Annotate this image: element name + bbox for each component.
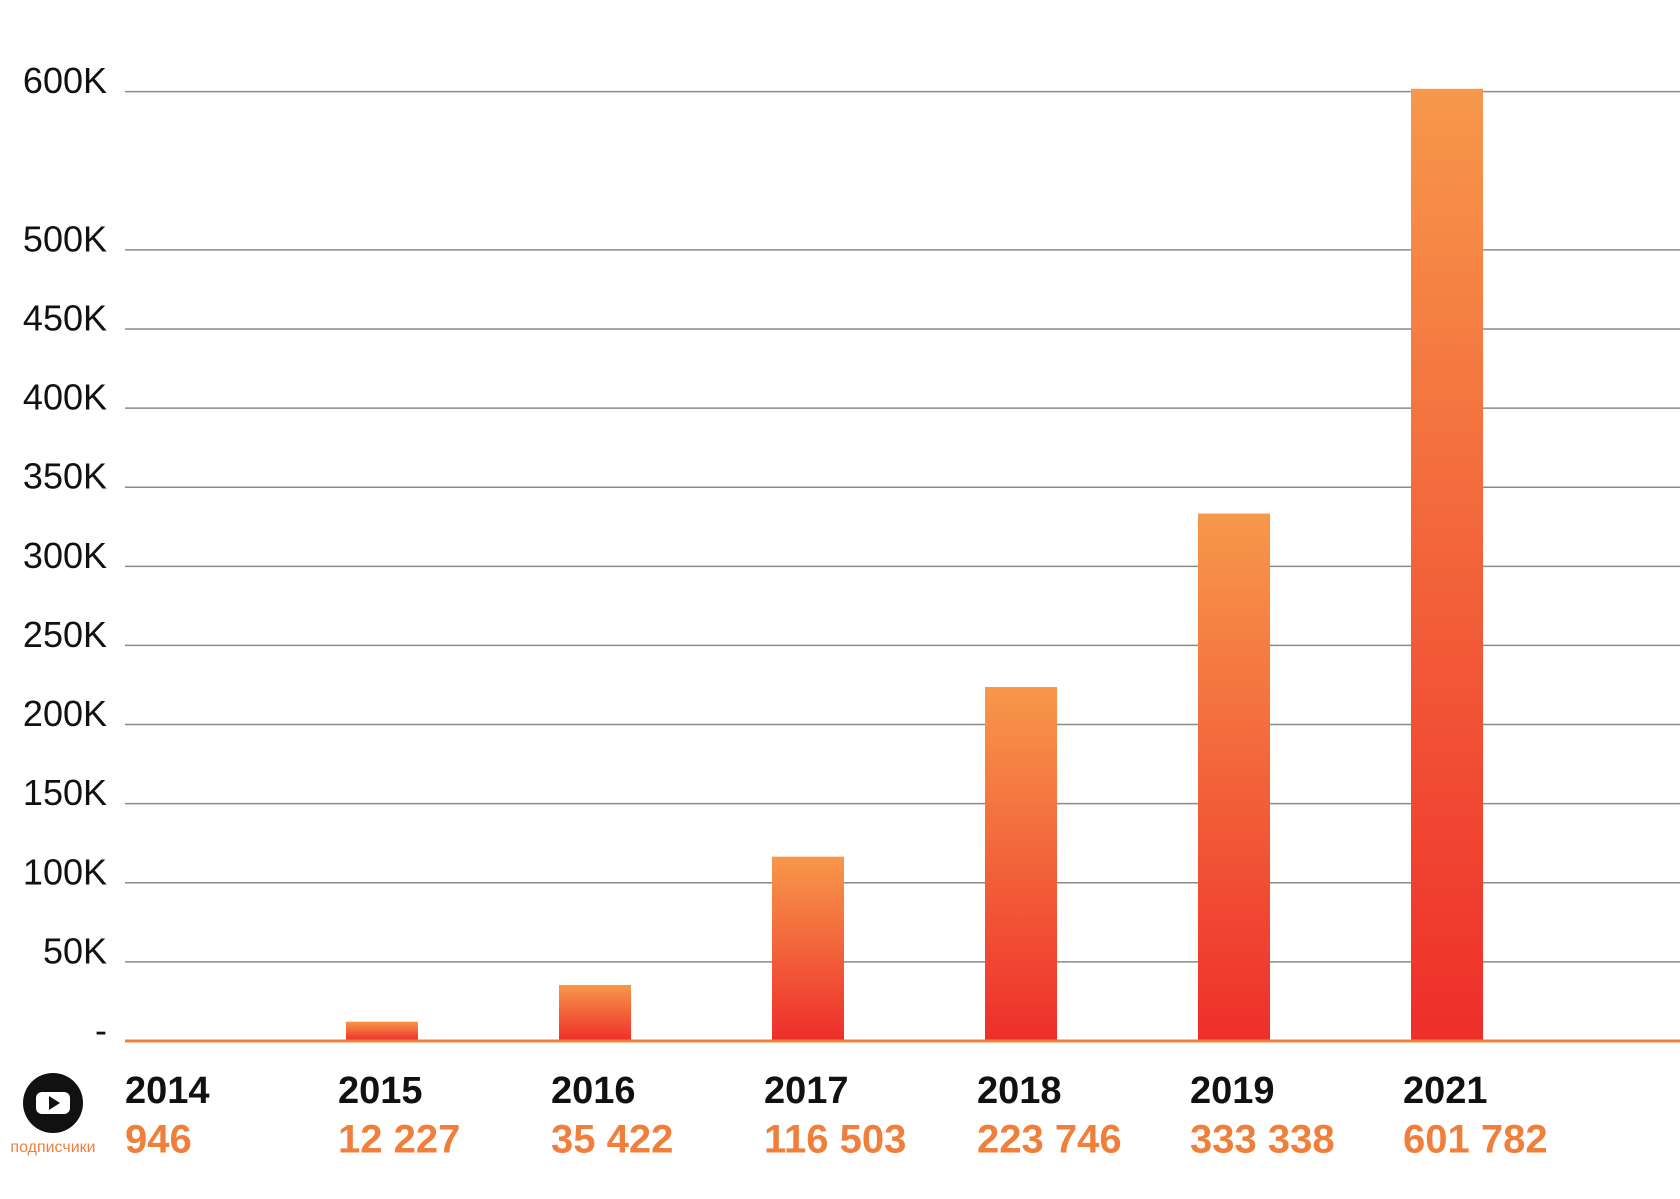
y-tick-label: 600K xyxy=(23,60,107,101)
value-label: 601 782 xyxy=(1403,1118,1548,1162)
value-label: 333 338 xyxy=(1190,1118,1335,1162)
y-tick-label: 100K xyxy=(23,851,107,892)
value-label: 223 746 xyxy=(977,1118,1122,1162)
x-tick-label: 2015 xyxy=(338,1070,423,1112)
y-tick-label: 500K xyxy=(23,218,107,259)
x-tick-label: 2016 xyxy=(551,1070,636,1112)
bar xyxy=(772,856,844,1041)
x-tick-label: 2014 xyxy=(125,1070,210,1112)
x-tick-label: 2021 xyxy=(1403,1070,1488,1112)
x-tick-label: 2018 xyxy=(977,1070,1062,1112)
y-tick-label: 450K xyxy=(23,297,107,338)
y-tick-label: 50K xyxy=(43,930,107,971)
bar xyxy=(1411,88,1483,1042)
bar xyxy=(559,984,631,1041)
value-label: 946 xyxy=(125,1118,192,1162)
bar xyxy=(1198,513,1270,1041)
y-tick-label: 400K xyxy=(23,377,107,418)
y-tick-label: 200K xyxy=(23,693,107,734)
y-tick-label: 300K xyxy=(23,535,107,576)
value-label: 35 422 xyxy=(551,1118,673,1162)
bar xyxy=(985,686,1057,1041)
bar xyxy=(346,1021,418,1041)
y-tick-label: 350K xyxy=(23,456,107,497)
y-tick-label: 150K xyxy=(23,772,107,813)
legend-label: подписчики xyxy=(10,1139,95,1156)
x-tick-label: 2017 xyxy=(764,1070,849,1112)
y-tick-label: - xyxy=(95,1010,107,1051)
youtube-icon xyxy=(23,1073,83,1133)
value-label: 116 503 xyxy=(764,1118,906,1162)
value-label: 12 227 xyxy=(338,1118,460,1162)
y-tick-label: 250K xyxy=(23,614,107,655)
x-tick-label: 2019 xyxy=(1190,1070,1275,1112)
